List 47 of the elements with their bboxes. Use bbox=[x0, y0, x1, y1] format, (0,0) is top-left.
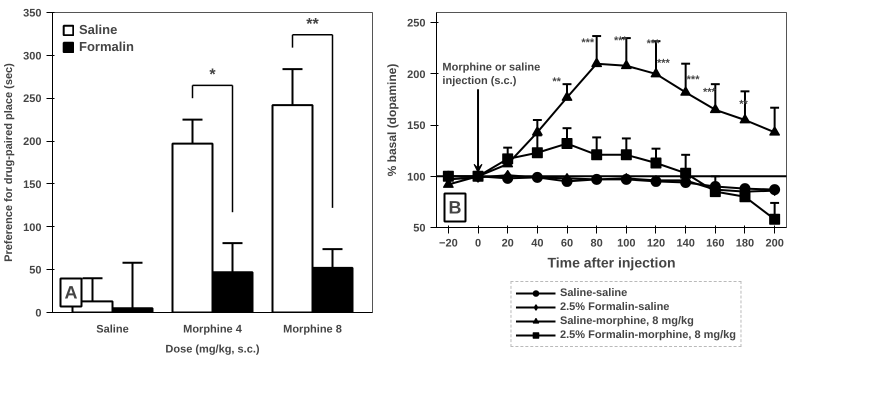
annotation: *** bbox=[656, 58, 671, 70]
annotation: ** bbox=[306, 16, 320, 34]
legend-label: 2.5% Formalin-saline bbox=[560, 301, 670, 313]
annotation: *** bbox=[686, 74, 700, 86]
legend-label: 2.5% Formalin-morphine, 8 mg/kg bbox=[560, 329, 736, 341]
legend-label: Saline-saline bbox=[560, 287, 628, 299]
y-tick-label: 250 bbox=[407, 18, 426, 30]
x-tick-label: 60 bbox=[560, 238, 574, 250]
y-tick-label: 300 bbox=[23, 50, 42, 62]
x-tick-label: 20 bbox=[502, 238, 514, 250]
annotation: Morphine or saline injection (s.c.) bbox=[442, 62, 540, 87]
x-tick-label: 160 bbox=[706, 238, 724, 250]
y-tick-label: 100 bbox=[23, 222, 42, 234]
annotation: ** bbox=[552, 76, 562, 88]
y-tick-label: 200 bbox=[407, 68, 426, 81]
x-tick-label: Morphine 8 bbox=[283, 324, 342, 336]
y-tick-label: 150 bbox=[407, 120, 426, 132]
x-tick-label: 140 bbox=[676, 238, 695, 250]
x-tick-label: 100 bbox=[617, 238, 636, 250]
y-tick-label: 150 bbox=[23, 178, 42, 191]
annotation: A bbox=[64, 282, 78, 302]
x-axis-title: Time after injection bbox=[547, 254, 676, 270]
y-tick-label: 250 bbox=[23, 93, 42, 106]
x-tick-label: Morphine 4 bbox=[183, 324, 243, 336]
x-tick-label: 0 bbox=[474, 238, 482, 250]
y-axis-title: Preference for drug-paired place (sec) bbox=[3, 62, 16, 262]
x-axis-title: Dose (mg/kg, s.c.) bbox=[165, 344, 260, 356]
legend-label: Saline bbox=[79, 22, 118, 37]
legend-label: Saline-morphine, 8 mg/kg bbox=[560, 315, 694, 327]
annotation: * bbox=[209, 66, 216, 84]
y-tick-label: 350 bbox=[23, 8, 42, 20]
y-tick-label: 0 bbox=[35, 308, 42, 320]
x-tick-label: Saline bbox=[96, 324, 129, 336]
y-tick-label: 50 bbox=[413, 222, 426, 234]
x-tick-label: 180 bbox=[736, 238, 754, 250]
annotation: *** bbox=[581, 37, 595, 50]
y-axis-title: % basal (dopamine) bbox=[385, 64, 400, 176]
y-tick-label: 50 bbox=[29, 264, 42, 277]
x-tick-label: 40 bbox=[531, 238, 544, 250]
y-tick-label: 100 bbox=[407, 171, 426, 184]
x-tick-label: 80 bbox=[590, 238, 603, 250]
x-tick-label: 120 bbox=[646, 238, 666, 250]
x-tick-label: −20 bbox=[439, 238, 458, 250]
y-tick-label: 200 bbox=[23, 136, 42, 148]
x-tick-label: 200 bbox=[765, 238, 784, 250]
legend-label: Formalin bbox=[79, 39, 134, 54]
annotation: B bbox=[448, 198, 462, 218]
